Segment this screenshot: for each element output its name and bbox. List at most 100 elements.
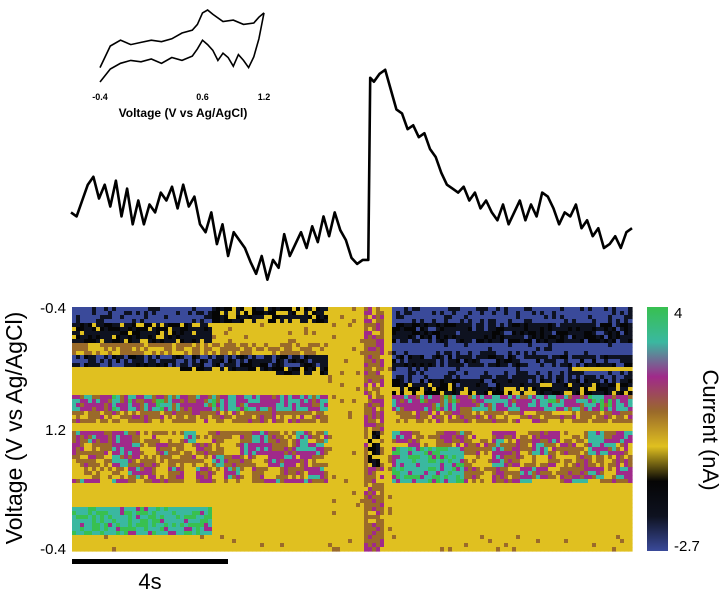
heatmap-cell bbox=[144, 539, 149, 544]
heatmap-cell bbox=[256, 443, 261, 448]
heatmap-cell bbox=[236, 383, 241, 388]
heatmap-cell bbox=[328, 531, 333, 536]
heatmap-cell bbox=[336, 455, 341, 460]
heatmap-cell bbox=[76, 479, 81, 484]
heatmap-cell bbox=[260, 323, 265, 328]
heatmap-cell bbox=[136, 495, 141, 500]
heatmap-cell bbox=[384, 323, 389, 328]
heatmap-cell bbox=[324, 495, 329, 500]
heatmap-cell bbox=[384, 431, 389, 436]
heatmap-cell bbox=[372, 387, 377, 392]
heatmap-cell bbox=[160, 407, 165, 412]
heatmap-cell bbox=[116, 367, 121, 372]
heatmap-cell bbox=[148, 487, 153, 492]
heatmap-cell bbox=[360, 347, 365, 352]
heatmap-cells bbox=[72, 307, 633, 552]
heatmap-cell bbox=[136, 487, 141, 492]
heatmap-cell bbox=[196, 483, 201, 488]
heatmap-cell bbox=[304, 395, 309, 400]
heatmap-cell bbox=[204, 475, 209, 480]
heatmap-cell bbox=[384, 411, 389, 416]
heatmap-cell bbox=[364, 323, 369, 328]
heatmap-cell bbox=[336, 487, 341, 492]
heatmap-cell bbox=[272, 307, 277, 312]
heatmap-cell bbox=[120, 331, 125, 336]
heatmap-cell bbox=[204, 451, 209, 456]
heatmap-cell bbox=[96, 431, 101, 436]
heatmap-cell bbox=[100, 543, 105, 548]
heatmap-cell bbox=[152, 331, 157, 336]
heatmap-cell bbox=[212, 467, 217, 472]
heatmap-cell bbox=[124, 447, 129, 452]
heatmap-cell bbox=[116, 459, 121, 464]
heatmap-cell bbox=[340, 403, 345, 408]
heatmap-cell bbox=[176, 451, 181, 456]
heatmap-cell bbox=[140, 455, 145, 460]
heatmap-cell bbox=[364, 311, 369, 316]
heatmap-cell bbox=[328, 355, 333, 360]
heatmap-cell bbox=[204, 311, 209, 316]
heatmap-cell bbox=[112, 359, 117, 364]
heatmap-cell bbox=[332, 347, 337, 352]
heatmap-cell bbox=[356, 443, 361, 448]
heatmap-cell bbox=[236, 483, 241, 488]
heatmap-cell bbox=[88, 483, 93, 488]
heatmap-cell bbox=[72, 403, 77, 408]
heatmap-cell bbox=[268, 467, 273, 472]
heatmap-cell bbox=[240, 447, 245, 452]
heatmap-cell bbox=[292, 343, 297, 348]
heatmap-cell bbox=[324, 347, 329, 352]
heatmap-cell bbox=[324, 455, 329, 460]
heatmap-cell bbox=[112, 503, 117, 508]
heatmap-cell bbox=[292, 535, 297, 540]
heatmap-cell bbox=[220, 343, 225, 348]
heatmap-cell bbox=[356, 331, 361, 336]
heatmap-cell bbox=[320, 463, 325, 468]
heatmap-cell bbox=[124, 367, 129, 372]
heatmap-cell bbox=[176, 519, 181, 524]
heatmap-cell bbox=[128, 503, 133, 508]
heatmap-cell bbox=[88, 387, 93, 392]
heatmap-cell bbox=[380, 427, 385, 432]
heatmap-cell bbox=[200, 399, 205, 404]
heatmap-cell bbox=[276, 363, 281, 368]
heatmap-cell bbox=[164, 451, 169, 456]
heatmap-cell bbox=[100, 359, 105, 364]
heatmap-cell bbox=[332, 527, 337, 532]
heatmap-cell bbox=[248, 315, 253, 320]
heatmap-cell bbox=[76, 355, 81, 360]
heatmap-cell bbox=[100, 395, 105, 400]
heatmap-cell bbox=[312, 319, 317, 324]
heatmap-cell bbox=[292, 467, 297, 472]
heatmap-cell bbox=[208, 495, 213, 500]
heatmap-cell bbox=[252, 383, 257, 388]
heatmap-cell bbox=[176, 435, 181, 440]
heatmap-cell bbox=[188, 331, 193, 336]
heatmap-cell bbox=[224, 547, 229, 552]
heatmap-cell bbox=[172, 467, 177, 472]
heatmap-cell bbox=[192, 539, 197, 544]
heatmap-cell bbox=[336, 379, 341, 384]
heatmap-cell bbox=[256, 475, 261, 480]
heatmap-cell bbox=[124, 499, 129, 504]
heatmap-cell bbox=[220, 443, 225, 448]
heatmap-cell bbox=[172, 463, 177, 468]
heatmap-cell bbox=[112, 383, 117, 388]
heatmap-cell bbox=[96, 447, 101, 452]
heatmap-cell bbox=[360, 471, 365, 476]
heatmap-cell bbox=[360, 495, 365, 500]
heatmap-cell bbox=[276, 379, 281, 384]
heatmap-cell bbox=[196, 543, 201, 548]
heatmap-cell bbox=[384, 419, 389, 424]
heatmap-cell bbox=[212, 471, 217, 476]
heatmap-cell bbox=[320, 547, 325, 552]
heatmap-cell bbox=[396, 367, 401, 372]
heatmap-cell bbox=[120, 335, 125, 340]
heatmap-cell bbox=[328, 535, 333, 540]
heatmap-cell bbox=[316, 375, 321, 380]
heatmap-cell bbox=[364, 511, 369, 516]
heatmap-cell bbox=[232, 495, 237, 500]
heatmap-cell bbox=[352, 491, 357, 496]
heatmap-cell bbox=[396, 359, 401, 364]
heatmap-cell bbox=[80, 483, 85, 488]
